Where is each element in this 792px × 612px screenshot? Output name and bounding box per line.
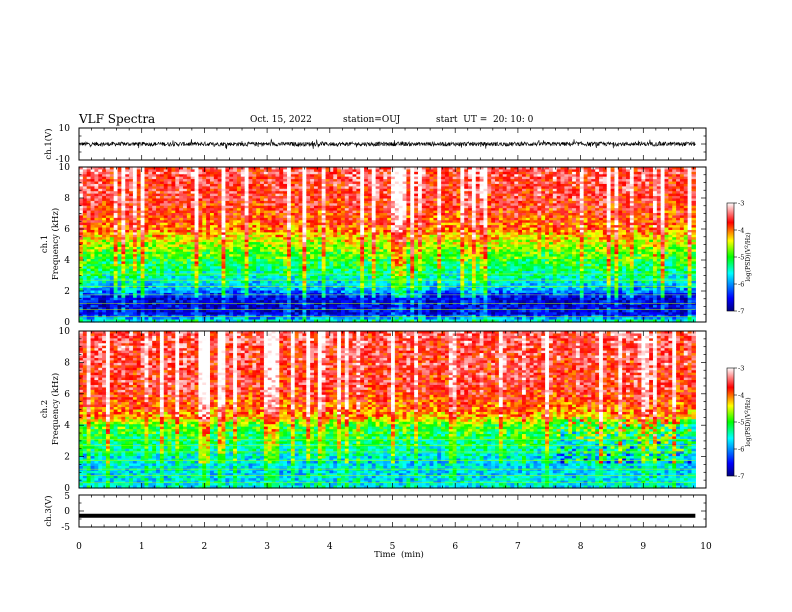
ch1-waveform-trace (79, 139, 695, 149)
start-time-label: start UT = 20: 10: 0 (436, 115, 534, 125)
ch1-waveform-line (79, 139, 695, 149)
ch1-ytick-top: 10 (59, 124, 71, 134)
station-label: station=OUJ (343, 115, 401, 125)
date-label: Oct. 15, 2022 (250, 115, 312, 125)
ch1-waveform-panel: 10 -10 ch.1(V) (43, 124, 706, 165)
ch1-spectrogram-image (79, 167, 696, 323)
figure-title: VLF Spectra (78, 112, 155, 126)
ch1-waveform-ylabel: ch.1(V) (43, 128, 54, 159)
